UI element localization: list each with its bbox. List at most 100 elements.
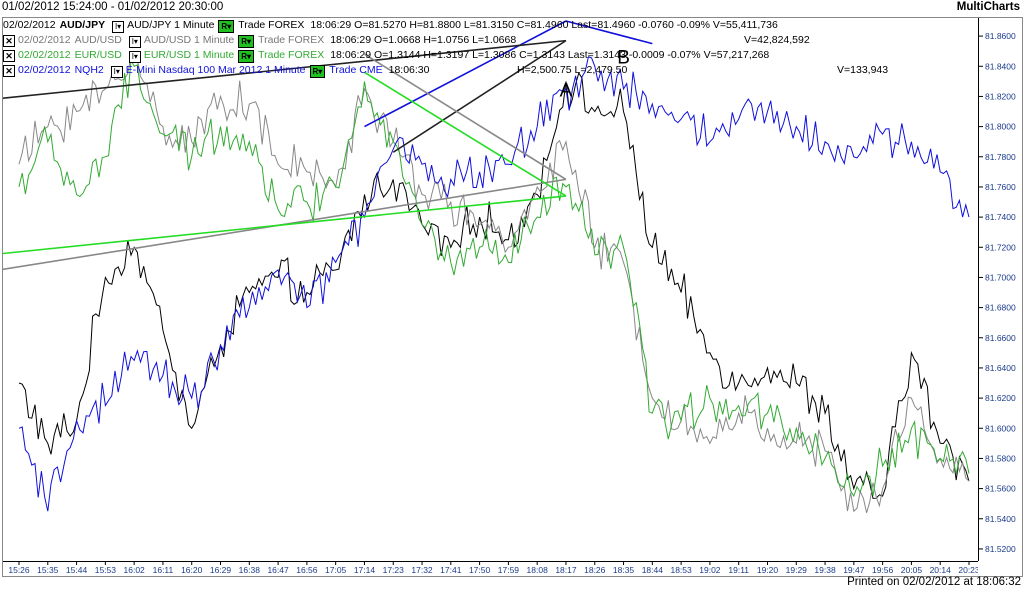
y-tick-label: 81.7600 — [985, 182, 1016, 192]
legend-source: Trade CME — [329, 64, 383, 76]
x-tick-label: 16:38 — [239, 565, 261, 575]
y-tick-label: 81.6800 — [985, 303, 1016, 313]
x-tick-label: 17:50 — [469, 565, 491, 575]
trendline-1[interactable] — [565, 20, 653, 45]
trendline-0[interactable] — [364, 20, 567, 128]
price-chart[interactable]: AB — [0, 18, 978, 561]
x-tick-label: 20:14 — [930, 565, 952, 575]
x-tick-label: 16:29 — [210, 565, 232, 575]
x-tick-label: 19:02 — [699, 565, 721, 575]
annotation-a: A — [560, 80, 573, 101]
y-tick-label: 81.6000 — [985, 423, 1016, 433]
x-tick-label: 15:44 — [66, 565, 88, 575]
legend-high-low: H=2,500.75 L=2,479.50 — [517, 64, 628, 76]
close-icon[interactable]: ✕ — [3, 35, 15, 47]
y-tick-label: 81.6400 — [985, 363, 1016, 373]
instrument-menu-icon[interactable]: I▾ — [110, 66, 123, 78]
legend-source: Trade FOREX — [258, 49, 325, 61]
legend-row-audusd: ✕ 02/02/2012 AUD/USD I▾ AUD/USD 1 Minute R▾ Tr… — [3, 33, 810, 48]
instrument-menu-icon[interactable]: I▾ — [128, 51, 141, 63]
realtime-button[interactable]: R▾ — [218, 20, 235, 33]
legend-stats: 18:06:29 O=1.3144 H=1.3197 L=1.3086 C=1.… — [330, 49, 770, 61]
x-tick-label: 18:17 — [555, 565, 577, 575]
legend-stats: 18:06:30 — [388, 64, 430, 76]
x-tick-label: 15:53 — [95, 565, 117, 575]
legend-date: 02/02/2012 — [18, 49, 71, 61]
x-tick-label: 18:26 — [584, 565, 606, 575]
legend-row-nqh2: ✕ 02/02/2012 NQH2 I▾ E-Mini Nasdaq 100 Mar 2… — [3, 63, 888, 78]
x-tick-label: 19:56 — [872, 565, 894, 575]
trendline-6[interactable] — [364, 71, 567, 197]
date-range: 01/02/2012 15:24:00 - 01/02/2012 20:30:0… — [2, 1, 224, 13]
legend-symbol: AUD/JPY — [59, 19, 106, 31]
x-tick-label: 16:56 — [296, 565, 318, 575]
x-tick-label: 17:32 — [411, 565, 433, 575]
close-icon[interactable]: ✕ — [3, 50, 15, 62]
legend-symbol: EUR/USD — [74, 49, 122, 61]
x-tick-label: 18:44 — [642, 565, 664, 575]
legend-description: E-Mini Nasdaq 100 Mar 2012 1 Minute — [125, 64, 306, 76]
x-tick-label: 16:02 — [124, 565, 146, 575]
legend-row-audjpy: 02/02/2012 AUD/JPY I▾ AUD/JPY 1 Minute R▾ Tra… — [3, 18, 778, 33]
y-tick-label: 81.8600 — [985, 31, 1016, 41]
printed-note: Printed on 02/02/2012 at 18:06:32 — [847, 576, 1021, 588]
series-line-audusd — [18, 55, 970, 513]
close-icon[interactable]: ✕ — [3, 65, 15, 77]
y-tick-label: 81.5800 — [985, 453, 1016, 463]
x-tick-label: 19:38 — [814, 565, 836, 575]
legend-source: Trade FOREX — [258, 34, 325, 46]
y-tick-label: 81.7800 — [985, 152, 1016, 162]
trendline-4[interactable] — [364, 53, 567, 181]
legend-symbol: NQH2 — [74, 64, 104, 76]
legend-stats: 18:06:29 O=1.0668 H=1.0756 L=1.0668 — [330, 34, 517, 46]
legend-description: AUD/USD 1 Minute — [143, 34, 235, 46]
y-tick-label: 81.5200 — [985, 544, 1016, 554]
x-tick-label: 20:23 — [958, 565, 978, 575]
x-axis[interactable]: 15:26 15:35 15:44 15:53 16:02 16:11 16:20 16:29… — [3, 561, 980, 576]
x-tick-label: 18:08 — [527, 565, 549, 575]
legend-date: 02/02/2012 — [18, 64, 71, 76]
x-tick-label: 19:29 — [786, 565, 808, 575]
trendline-7[interactable] — [0, 195, 567, 255]
y-tick-label: 81.7400 — [985, 212, 1016, 222]
x-tick-label: 19:20 — [757, 565, 779, 575]
realtime-button[interactable]: R▾ — [309, 65, 326, 78]
y-axis-svg: 81.8600 81.8400 81.8200 81.8000 81.7800 81.76… — [979, 31, 1016, 554]
legend-date: 02/02/2012 — [18, 34, 71, 46]
x-tick-label: 18:35 — [613, 565, 635, 575]
x-tick-label: 16:20 — [181, 565, 203, 575]
app-name: MultiCharts — [956, 1, 1020, 13]
y-tick-label: 81.7000 — [985, 272, 1016, 282]
x-tick-label: 18:53 — [670, 565, 692, 575]
x-tick-label: 17:23 — [383, 565, 405, 575]
x-tick-label: 17:14 — [354, 565, 376, 575]
x-tick-label: 15:35 — [37, 565, 59, 575]
legend-row-eurusd: ✕ 02/02/2012 EUR/USD I▾ EUR/USD 1 Minute R▾ Tr… — [3, 48, 778, 63]
series-line-nqh2 — [18, 56, 970, 512]
legend: 02/02/2012 AUD/JPY I▾ AUD/JPY 1 Minute R▾ Tra… — [3, 18, 888, 78]
y-tick-label: 81.8200 — [985, 91, 1016, 101]
instrument-menu-icon[interactable]: I▾ — [128, 36, 141, 48]
x-tick-label: 20:05 — [901, 565, 923, 575]
legend-description: AUD/JPY 1 Minute — [127, 19, 215, 31]
y-axis[interactable]: 81.8600 81.8400 81.8200 81.8000 81.7800 81.76… — [978, 18, 1022, 561]
x-tick-label: 17:59 — [498, 565, 520, 575]
legend-volume: V=42,824,592 — [744, 34, 810, 46]
legend-volume: V=133,943 — [837, 64, 889, 76]
trendline-2[interactable] — [392, 39, 567, 153]
annotation-b: B — [617, 47, 630, 68]
x-axis-svg: 15:26 15:35 15:44 15:53 16:02 16:11 16:20 16:29… — [8, 562, 980, 575]
realtime-button[interactable]: R▾ — [238, 50, 255, 63]
x-tick-label: 15:26 — [8, 565, 30, 575]
x-tick-label: 19:47 — [843, 565, 865, 575]
trendline-3[interactable] — [0, 39, 567, 100]
y-tick-label: 81.6200 — [985, 393, 1016, 403]
instrument-menu-icon[interactable]: I▾ — [112, 21, 125, 33]
y-tick-label: 81.7200 — [985, 242, 1016, 252]
title-bar: 01/02/2012 15:24:00 - 01/02/2012 20:30:0… — [0, 0, 1023, 16]
x-tick-label: 19:11 — [728, 565, 749, 575]
x-tick-label: 16:11 — [153, 565, 174, 575]
series-line-eurusd — [18, 58, 970, 498]
realtime-button[interactable]: R▾ — [238, 35, 255, 48]
